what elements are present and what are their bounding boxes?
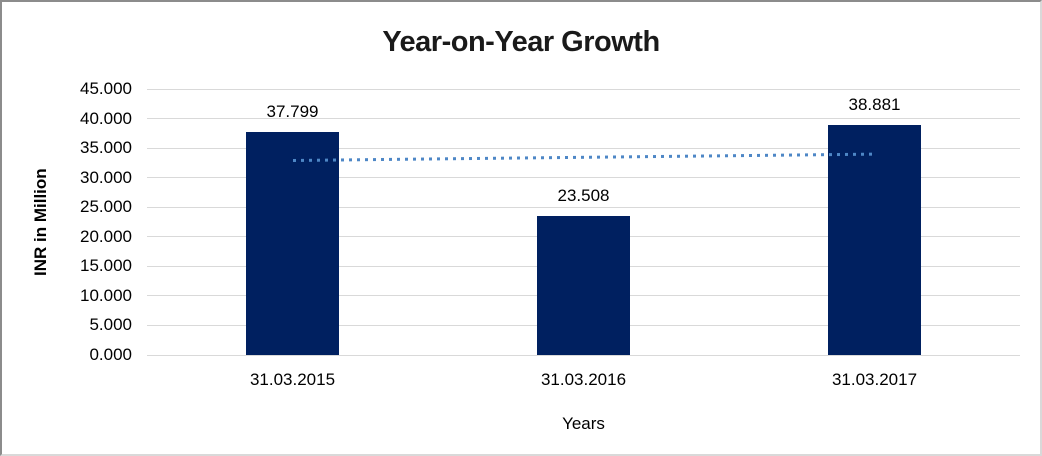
trendline [292,152,875,163]
bar [537,216,630,355]
gridline [147,354,1020,356]
bar-data-label: 23.508 [557,186,610,206]
y-tick-label: 20.000 [80,226,132,246]
y-tick-label: 35.000 [80,138,132,158]
x-axis-title: Years [562,414,605,433]
y-tick-label: 30.000 [80,167,132,187]
gridline [147,118,1020,120]
y-tick-label: 25.000 [80,197,132,217]
bar [828,125,921,355]
y-tick-label: 40.000 [80,108,132,128]
x-tick-label: 31.03.2016 [540,370,627,389]
gridline [147,177,1020,179]
bar-data-label: 37.799 [266,101,319,121]
y-tick-label: 45.000 [80,79,132,98]
y-tick-label: 0.000 [89,345,132,364]
y-tick-label: 5.000 [89,315,132,335]
bar-data-label: 38.881 [848,95,901,115]
x-tick-label: 31.03.2017 [831,370,918,389]
y-tick-label: 15.000 [80,256,132,276]
bar [246,131,339,355]
x-tick-label: 31.03.2015 [249,370,336,389]
gridline [147,206,1020,208]
gridline [147,147,1020,149]
gridline [147,88,1020,90]
chart-title: Year-on-Year Growth [382,26,660,58]
y-tick-label: 10.000 [80,285,132,305]
